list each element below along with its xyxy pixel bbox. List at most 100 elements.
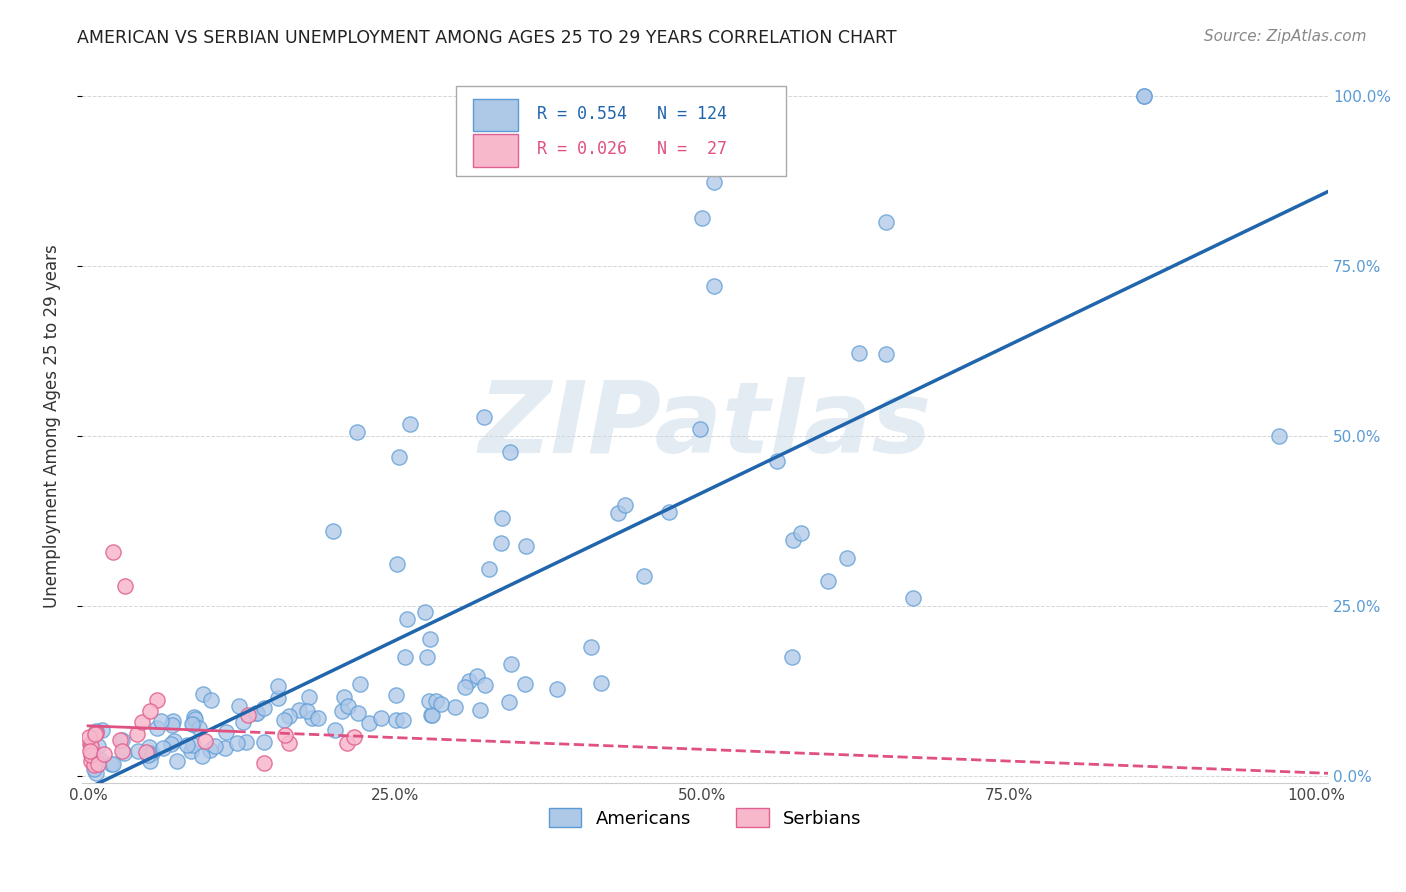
Point [388, 450, 411, 465]
Point [253, 756, 276, 770]
Point [782, 533, 804, 548]
Point [1133, 88, 1156, 103]
Point [458, 673, 481, 688]
Point [387, 558, 409, 572]
Point [267, 690, 290, 705]
Point [766, 454, 789, 468]
Point [245, 706, 267, 721]
Point [419, 707, 441, 722]
Point [288, 703, 311, 717]
Point [591, 676, 613, 690]
Point [370, 711, 392, 725]
Point [87, 739, 110, 754]
Point [162, 734, 184, 748]
Point [145, 722, 167, 736]
Point [472, 410, 495, 425]
Point [236, 708, 259, 723]
Point [93, 747, 115, 761]
Point [273, 713, 295, 727]
Point [84, 766, 107, 780]
Point [347, 706, 370, 720]
Point [413, 605, 436, 619]
Point [79, 737, 101, 751]
Point [690, 109, 713, 123]
Point [474, 677, 496, 691]
Point [336, 698, 359, 713]
Point [191, 687, 214, 701]
Point [277, 708, 299, 723]
Point [252, 735, 274, 749]
Point [419, 632, 441, 646]
Point [80, 747, 103, 762]
Point [349, 677, 371, 691]
Point [80, 754, 103, 768]
Point [79, 731, 101, 745]
Point [183, 710, 205, 724]
Point [346, 425, 368, 440]
Point [176, 738, 198, 752]
Point [232, 714, 254, 729]
Point [515, 677, 537, 691]
Point [333, 690, 356, 705]
Point [418, 694, 440, 708]
Point [875, 347, 897, 361]
Point [162, 714, 184, 728]
FancyBboxPatch shape [456, 87, 786, 176]
Point [127, 727, 149, 741]
Point [817, 574, 839, 588]
Point [398, 417, 420, 432]
Point [278, 736, 301, 750]
Point [385, 688, 408, 702]
Point [253, 701, 276, 715]
Point [901, 591, 924, 605]
Point [141, 746, 163, 760]
Point [246, 706, 269, 721]
Point [127, 744, 149, 758]
Point [84, 747, 107, 762]
Point [149, 714, 172, 728]
Point [690, 211, 713, 226]
Point [190, 749, 212, 764]
Point [89, 753, 111, 767]
Point [332, 704, 354, 718]
Point [295, 704, 318, 718]
Point [465, 669, 488, 683]
Point [357, 716, 380, 731]
Point [498, 695, 520, 709]
Point [384, 713, 406, 727]
Point [394, 650, 416, 665]
Point [200, 693, 222, 707]
Y-axis label: Unemployment Among Ages 25 to 29 years: Unemployment Among Ages 25 to 29 years [44, 244, 60, 607]
Text: R = 0.026   N =  27: R = 0.026 N = 27 [537, 140, 727, 158]
Point [454, 680, 477, 694]
Point [703, 279, 725, 293]
Point [146, 692, 169, 706]
Point [415, 650, 437, 665]
Point [322, 524, 344, 538]
Point [181, 738, 204, 752]
Point [194, 733, 217, 747]
Point [607, 506, 630, 520]
Point [581, 640, 603, 654]
Point [139, 754, 162, 768]
Point [420, 708, 443, 723]
Point [336, 736, 359, 750]
Point [273, 728, 295, 742]
Point [136, 748, 159, 763]
Point [430, 698, 453, 712]
Point [444, 699, 467, 714]
Point [498, 445, 520, 459]
Point [235, 735, 257, 749]
Legend: Americans, Serbians: Americans, Serbians [541, 800, 869, 835]
Point [689, 421, 711, 435]
Point [343, 731, 366, 745]
Point [658, 505, 681, 519]
Point [323, 723, 346, 737]
Text: R = 0.554   N = 124: R = 0.554 N = 124 [537, 104, 727, 122]
Point [395, 612, 418, 626]
Point [86, 756, 108, 771]
Point [1133, 88, 1156, 103]
Point [166, 754, 188, 768]
Point [392, 713, 415, 727]
Point [138, 740, 160, 755]
